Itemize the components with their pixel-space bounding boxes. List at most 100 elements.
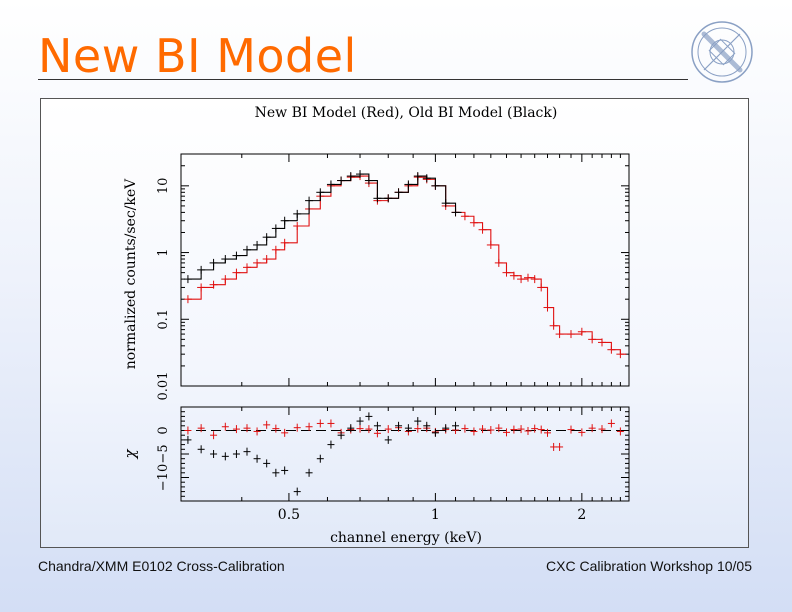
old-model-residual-point [281,466,289,475]
old-model-data-point [253,240,262,249]
new-model-residual-point [479,425,487,434]
new-model-data-point [549,321,558,330]
new-model-residual-point [502,428,510,437]
new-model-residual-point [293,423,301,432]
old-model-residual-point [232,450,240,458]
new-model-data-point [517,275,526,284]
old-model-data-point [243,245,252,254]
y-tick-label: 0.1 [156,309,171,330]
footer-right-text: CXC Calibration Workshop 10/05 [546,558,752,574]
new-model-data-point [271,245,280,254]
old-model-data-point [394,188,403,197]
old-model-data-point [209,258,218,267]
new-model-data-point [197,283,206,292]
old-model-data-point [232,251,241,260]
old-model-data-point [326,180,335,189]
title-divider [38,79,688,80]
new-model-residual-point [550,442,558,451]
old-model-residual-point [293,487,301,496]
old-model-data-point [431,181,440,190]
new-model-data-point [509,271,518,280]
footer-left-text: Chandra/XMM E0102 Cross-Calibration [38,558,285,574]
old-model-residual-point [373,421,381,430]
old-model-residual-point [423,421,431,430]
old-model-residual-point [442,424,450,433]
new-model-residual-point [461,424,469,433]
old-model-data-point [221,255,230,264]
old-model-data-point [293,209,302,218]
new-model-step-line [187,175,627,355]
old-model-data-point [262,233,271,242]
new-model-residual-point [414,424,422,433]
new-model-residual-point [197,424,205,433]
old-model-residual-point [452,421,460,430]
new-model-residual-point [510,425,518,434]
new-model-residual-point [316,419,324,428]
new-model-data-point [616,350,625,359]
old-model-data-point [337,176,346,185]
data-marks [183,170,627,496]
new-model-residual-point [263,420,271,429]
y-tick-label: 10 [156,178,171,195]
y-tick-label: 0.01 [156,372,171,401]
old-model-residual-point [263,459,271,468]
old-model-residual-point [356,417,364,426]
new-model-data-point [555,330,564,339]
new-model-data-point [243,263,252,272]
new-model-residual-point [210,431,218,440]
old-model-data-point [197,265,206,274]
new-model-residual-point [607,419,615,428]
chandra-observatory-seal-icon [691,21,753,83]
old-model-residual-point [253,454,261,463]
new-model-data-point [232,268,241,277]
new-model-data-point [209,280,218,289]
new-model-residual-point [517,425,525,434]
new-model-residual-point [616,427,624,436]
new-model-data-point [293,222,302,231]
new-model-data-point [460,212,469,221]
old-model-residual-point [210,450,218,458]
bottom-y-axis-label: χ [121,449,139,460]
old-model-residual-point [395,421,403,430]
old-model-step-line [187,173,462,280]
old-model-data-point [280,216,289,225]
old-model-residual-point [243,447,251,456]
spectrum-panel [180,153,630,387]
residual-panel [180,406,630,502]
new-model-residual-point [524,426,532,435]
new-model-data-point [494,258,503,267]
old-model-data-point [305,196,314,205]
new-model-residual-point [327,419,335,428]
new-model-residual-point [567,425,575,434]
old-model-residual-point [365,412,373,421]
old-model-data-point [422,174,431,183]
top-y-axis-label: normalized counts/sec/keV [123,178,139,369]
old-model-residual-point [184,435,192,444]
residual-y-tick-label: −5 [156,444,171,463]
old-model-data-point [413,172,422,181]
old-model-data-point [441,199,450,208]
old-model-residual-point [414,417,422,426]
new-model-residual-point [184,426,192,435]
new-model-data-point [502,268,511,277]
x-tick-label: 1 [431,507,440,523]
new-model-residual-point [365,425,373,434]
new-model-residual-point [253,427,261,436]
new-model-residual-point [232,425,240,434]
old-model-residual-point [404,424,412,433]
old-model-data-point [404,180,413,189]
old-model-data-point [356,170,365,179]
new-model-data-point [588,335,597,344]
old-model-data-point [271,224,280,233]
old-model-data-point [451,208,460,217]
axis-ticks [180,153,630,502]
old-model-residual-point [316,454,324,463]
new-model-residual-point [384,425,392,434]
new-model-residual-point [588,424,596,433]
new-model-residual-point [531,424,539,433]
new-model-residual-point [305,422,313,431]
new-model-data-point [577,327,586,336]
new-model-residual-point [221,422,229,431]
new-model-data-point [221,275,230,284]
x-axis-label: channel energy (keV) [330,530,482,546]
